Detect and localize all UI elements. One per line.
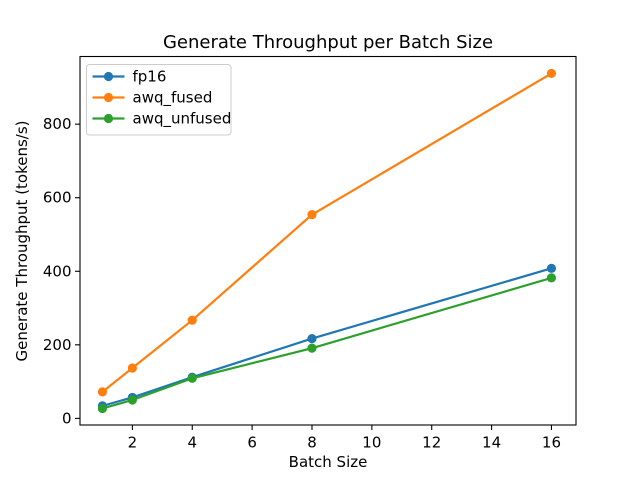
legend-label: awq_fused xyxy=(133,88,213,107)
y-tick-label: 0 xyxy=(62,409,72,427)
x-tick-label: 16 xyxy=(542,434,561,452)
data-point-awq_unfused xyxy=(97,403,108,414)
y-axis-label: Generate Throughput (tokens/s) xyxy=(13,120,31,361)
x-tick-label: 2 xyxy=(128,434,138,452)
legend-box xyxy=(86,64,232,136)
legend-marker-icon xyxy=(103,71,114,82)
data-point-awq_unfused xyxy=(307,343,317,353)
x-tick-label: 10 xyxy=(362,434,381,452)
legend-item: fp16 xyxy=(92,67,167,85)
x-axis-label: Batch Size xyxy=(289,453,368,471)
x-tick-label: 4 xyxy=(187,434,197,452)
legend-marker-icon xyxy=(103,92,114,103)
x-tick-label: 8 xyxy=(307,434,317,452)
data-point-awq_fused xyxy=(187,315,197,325)
y-tick-label: 400 xyxy=(43,262,72,280)
x-tick-label: 6 xyxy=(247,434,257,452)
data-point-awq_fused xyxy=(546,68,557,79)
plot-area: 2 4 6 8 10 12 14 16 0 200 400 600 800 xyxy=(43,55,577,452)
plot-border xyxy=(79,55,577,426)
data-point-awq_unfused xyxy=(187,373,197,383)
data-point-fp16 xyxy=(307,333,317,344)
x-tick-label: 12 xyxy=(422,434,441,452)
legend-label: fp16 xyxy=(133,67,167,85)
data-point-awq_fused xyxy=(127,363,137,373)
y-tick-label: 600 xyxy=(43,189,72,207)
x-tick-label: 14 xyxy=(482,434,501,452)
legend-marker-icon xyxy=(103,113,114,124)
legend-item: awq_fused xyxy=(92,88,213,107)
data-point-awq_unfused xyxy=(546,273,557,283)
legend-item: awq_unfused xyxy=(92,109,232,128)
chart-title: Generate Throughput per Batch Size xyxy=(163,32,493,53)
y-tick-label: 200 xyxy=(43,336,72,354)
legend-label: awq_unfused xyxy=(133,109,232,128)
data-point-awq_unfused xyxy=(127,395,137,405)
data-point-awq_fused xyxy=(97,387,108,397)
series-line-awq_unfused xyxy=(101,276,553,410)
legend: fp16 awq_fused awq_unfused xyxy=(86,64,232,136)
y-tick-label: 800 xyxy=(43,115,72,133)
data-point-fp16 xyxy=(546,263,557,273)
data-point-awq_fused xyxy=(307,210,317,220)
